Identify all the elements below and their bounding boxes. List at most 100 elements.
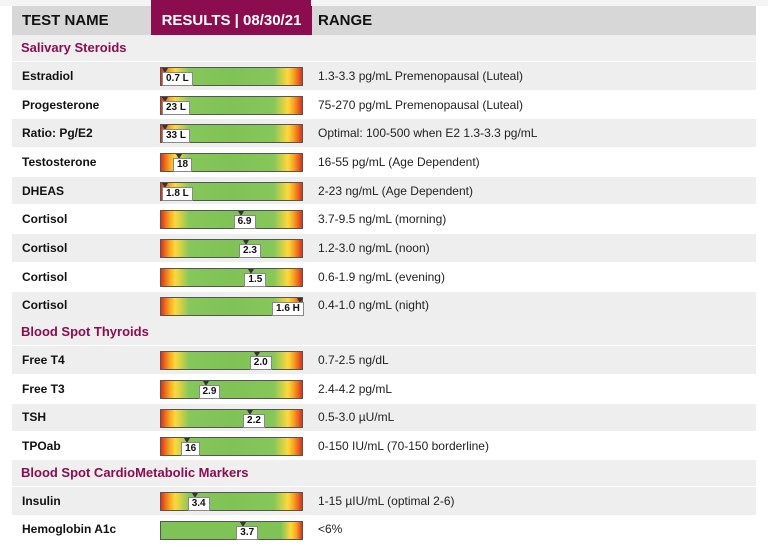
table-row: DHEAS 1.8 L 2-23 ng/mL (Age Dependent) — [12, 175, 756, 205]
reference-range: Optimal: 100-500 when E2 1.3-3.3 pg/mL — [318, 126, 538, 141]
result-gauge: 3.7 — [160, 520, 303, 540]
result-cell: 1.6 H — [151, 292, 312, 320]
result-value: 18 — [173, 158, 193, 173]
reference-range: 0.4-1.0 ng/mL (night) — [318, 298, 429, 313]
marker-arrow-icon — [162, 68, 168, 73]
test-name: Insulin — [22, 493, 61, 508]
reference-range: <6% — [318, 522, 343, 537]
result-value: 23 L — [162, 100, 191, 115]
table-row: Hemoglobin A1c 3.7 <6% — [12, 514, 756, 544]
result-gauge: 1.8 L — [160, 181, 303, 201]
result-cell: 18 — [151, 148, 312, 176]
result-value: 3.4 — [187, 496, 210, 511]
result-gauge: 6.9 — [160, 210, 303, 230]
result-cell: 3.4 — [151, 487, 312, 515]
reference-range: 1.3-3.3 pg/mL Premenopausal (Luteal) — [318, 68, 524, 83]
result-cell: 2.3 — [151, 234, 312, 262]
result-cell: 0.7 L — [151, 62, 312, 90]
result-gauge: 1.5 — [160, 267, 303, 287]
reference-range: 75-270 pg/mL Premenopausal (Luteal) — [318, 97, 524, 112]
reference-range: 2-23 ng/mL (Age Dependent) — [318, 183, 473, 198]
marker-arrow-icon — [240, 521, 247, 527]
table-body: Salivary Steroids Estradiol 0.7 L 1.3-3.3 p… — [12, 35, 756, 543]
section-title: Blood Spot CardioMetabolic Markers — [12, 459, 756, 486]
result-value: 1.8 L — [162, 186, 193, 201]
section-title: Blood Spot Thyroids — [12, 319, 756, 346]
test-name: Free T4 — [22, 353, 65, 368]
table-row: Free T4 2.0 0.7-2.5 ng/dL — [12, 345, 756, 374]
table-row: Cortisol 1.6 H 0.4-1.0 ng/mL (night) — [12, 290, 756, 320]
result-gauge: 2.9 — [160, 379, 303, 399]
marker-arrow-icon — [253, 352, 260, 358]
result-value: 0.7 L — [162, 72, 193, 86]
marker-arrow-icon — [175, 154, 182, 160]
reference-range: 16-55 pg/mL (Age Dependent) — [318, 154, 480, 169]
reference-range: 0.5-3.0 µU/mL — [318, 410, 395, 425]
marker-arrow-icon — [162, 125, 168, 131]
result-gauge: 23 L — [160, 95, 303, 115]
marker-arrow-icon — [248, 268, 255, 274]
result-gauge: 1.6 H — [160, 296, 304, 316]
top-strip — [0, 0, 768, 6]
test-name: Testosterone — [22, 154, 97, 169]
reference-range: 1-15 µIU/mL (optimal 2-6) — [318, 493, 455, 508]
table-header: TEST NAME RESULTS | 08/30/21 RANGE — [12, 6, 756, 35]
table-row: Ratio: Pg/E2 33 L Optimal: 100-500 when E2… — [12, 118, 756, 148]
result-cell: 2.0 — [151, 346, 312, 374]
table-row: Insulin 3.4 1-15 µIU/mL (optimal 2-6) — [12, 485, 756, 515]
test-name: TSH — [22, 410, 46, 425]
result-value: 1.5 — [244, 272, 267, 287]
marker-arrow-icon — [183, 438, 190, 444]
test-name: Ratio: Pg/E2 — [22, 126, 93, 141]
table-row: Cortisol 6.9 3.7-9.5 ng/mL (morning) — [12, 204, 756, 233]
test-name: Cortisol — [22, 240, 68, 255]
reference-range: 3.7-9.5 ng/mL (morning) — [318, 212, 447, 227]
result-cell: 6.9 — [151, 205, 312, 233]
result-cell: 1.5 — [151, 263, 312, 291]
result-value: 33 L — [162, 129, 191, 144]
result-value: 1.6 H — [272, 301, 304, 316]
header-test-name: TEST NAME — [22, 12, 109, 29]
test-name: Hemoglobin A1c — [22, 522, 117, 537]
test-name: Progesterone — [22, 97, 100, 112]
result-gauge: 18 — [160, 153, 303, 173]
table-row: Cortisol 1.5 0.6-1.9 ng/mL (evening) — [12, 261, 756, 291]
marker-arrow-icon — [162, 96, 168, 102]
result-gauge: 2.0 — [160, 351, 303, 371]
result-value: 2.2 — [243, 413, 265, 428]
marker-arrow-icon — [237, 211, 244, 217]
marker-arrow-icon — [191, 492, 198, 498]
table-row: Progesterone 23 L 75-270 pg/mL Premenopaus… — [12, 89, 756, 119]
top-accent — [151, 0, 311, 6]
test-name: Estradiol — [22, 68, 74, 83]
test-name: DHEAS — [22, 183, 65, 198]
result-cell: 1.8 L — [151, 177, 312, 205]
result-cell: 16 — [151, 432, 312, 460]
result-cell: 2.2 — [151, 404, 312, 432]
result-cell: 33 L — [151, 119, 312, 147]
table-row: Estradiol 0.7 L 1.3-3.3 pg/mL Premenopausa… — [12, 61, 756, 90]
result-value: 3.7 — [236, 525, 259, 540]
table-row: TSH 2.2 0.5-3.0 µU/mL — [12, 402, 756, 432]
table-row: TPOab 16 0-150 IU/mL (70-150 borderline) — [12, 431, 756, 460]
result-gauge: 16 — [160, 437, 303, 457]
reference-range: 0.6-1.9 ng/mL (evening) — [318, 269, 445, 284]
result-gauge: 0.7 L — [160, 67, 303, 86]
result-cell: 3.7 — [151, 516, 312, 544]
test-name: Cortisol — [22, 298, 68, 313]
result-value: 6.9 — [233, 215, 256, 230]
marker-arrow-icon — [162, 182, 168, 188]
reference-range: 2.4-4.2 pg/mL — [318, 381, 393, 396]
reference-range: 0-150 IU/mL (70-150 borderline) — [318, 439, 489, 454]
marker-arrow-icon — [243, 240, 249, 246]
marker-arrow-icon — [247, 409, 254, 415]
result-value: 2.0 — [249, 356, 272, 371]
section-title: Salivary Steroids — [12, 35, 756, 61]
table-row: Free T3 2.9 2.4-4.2 pg/mL — [12, 373, 756, 403]
result-gauge: 2.3 — [160, 239, 303, 259]
test-name: Free T3 — [22, 381, 65, 396]
header-results: RESULTS | 08/30/21 — [151, 6, 312, 35]
result-gauge: 2.2 — [160, 408, 303, 428]
test-name: Cortisol — [22, 269, 68, 284]
result-cell: 2.9 — [151, 375, 312, 403]
